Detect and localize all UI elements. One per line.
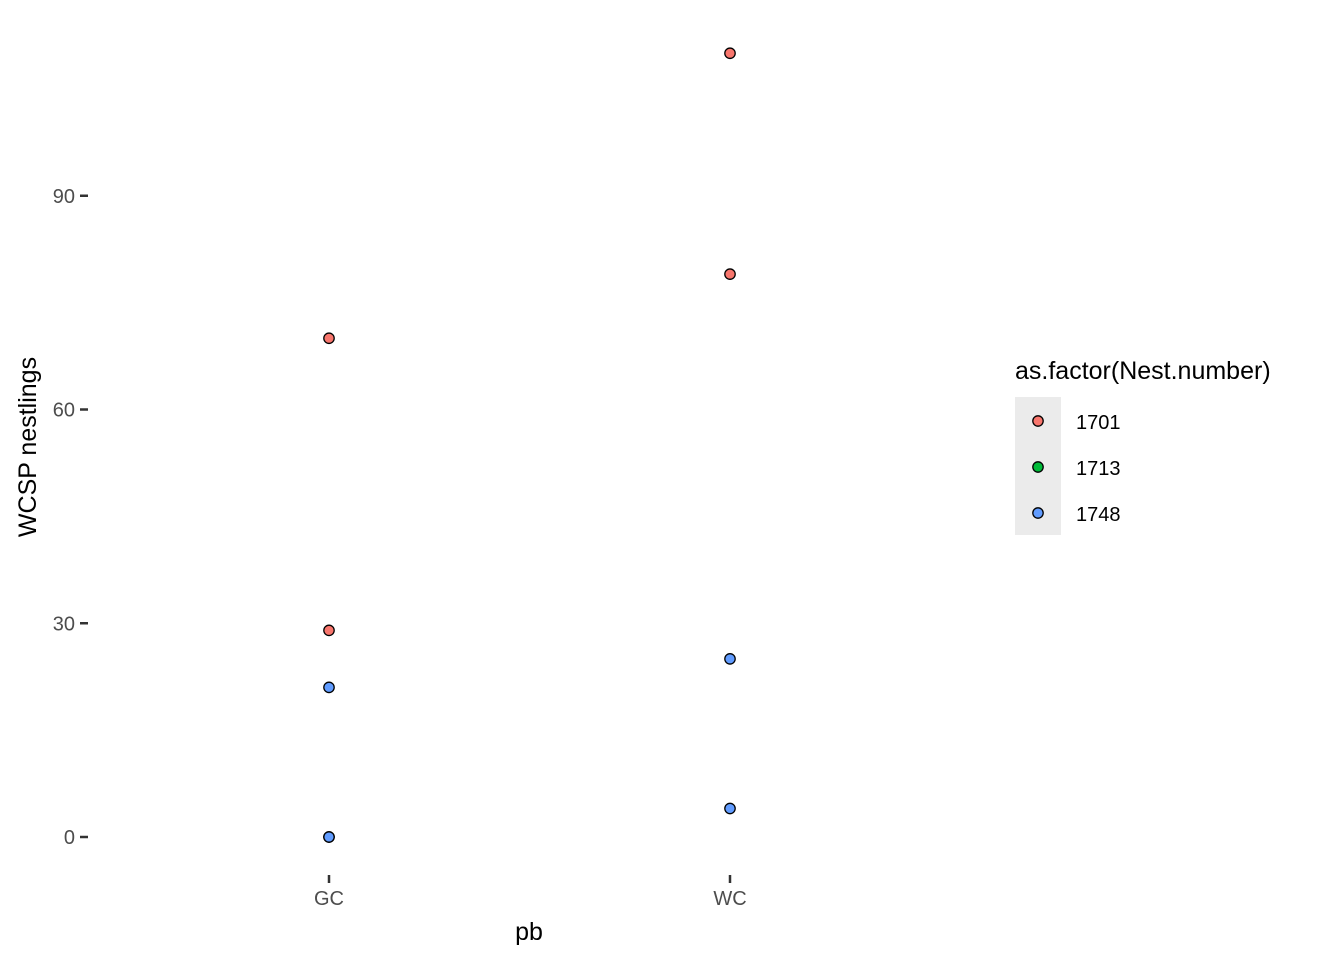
legend: as.factor(Nest.number) 1701 1713 1748 <box>1015 357 1271 535</box>
data-point-1748 <box>323 831 335 843</box>
data-point-1748 <box>724 653 736 665</box>
y-tick-label: 90 <box>53 186 75 208</box>
legend-label-1748: 1748 <box>1076 504 1121 526</box>
x-axis: GC WC <box>314 875 747 910</box>
legend-key-1748 <box>1032 507 1044 519</box>
legend-label-1713: 1713 <box>1076 458 1121 480</box>
x-tick-label: GC <box>314 888 344 910</box>
x-tick-label: WC <box>713 888 746 910</box>
data-point-1748 <box>323 681 335 694</box>
y-tick-label: 0 <box>64 827 75 849</box>
data-point-1701 <box>724 47 736 60</box>
y-axis: 0 30 60 90 <box>53 186 88 849</box>
y-tick-label: 30 <box>53 613 75 635</box>
data-points <box>323 47 736 843</box>
x-axis-title: pb <box>515 918 543 946</box>
legend-label-1701: 1701 <box>1076 412 1121 434</box>
data-point-1701 <box>323 624 335 637</box>
data-point-1748 <box>724 802 736 815</box>
legend-key-1713 <box>1032 461 1044 473</box>
legend-key-1701 <box>1032 415 1044 427</box>
y-axis-title: WCSP nestlings <box>14 357 42 537</box>
data-point-1701 <box>724 268 736 280</box>
y-tick-label: 60 <box>53 400 75 422</box>
legend-title: as.factor(Nest.number) <box>1015 357 1271 385</box>
data-point-1701 <box>323 332 335 345</box>
